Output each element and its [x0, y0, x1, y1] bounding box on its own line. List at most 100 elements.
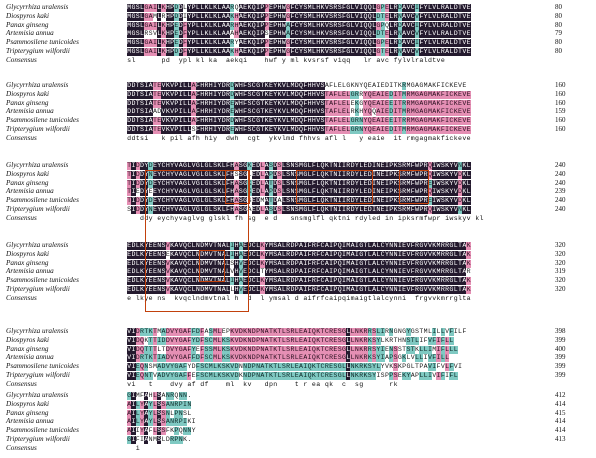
residue: F	[311, 188, 317, 197]
residue: M	[268, 277, 274, 286]
residue: L	[346, 108, 351, 117]
residue: E	[466, 117, 471, 126]
residue: A	[328, 117, 334, 126]
residue: P	[333, 259, 338, 268]
residue: L	[440, 354, 445, 363]
residue: K	[221, 354, 226, 363]
residue: H	[316, 21, 321, 30]
residue: L	[152, 418, 158, 427]
residue: N	[148, 206, 153, 214]
residue: Q	[363, 21, 368, 30]
residue: V	[234, 328, 239, 336]
residue: M	[212, 354, 218, 363]
residue: F	[195, 363, 201, 372]
residue: I	[371, 162, 377, 170]
residue: E	[466, 108, 471, 117]
residue: E	[174, 30, 179, 39]
residue: P	[251, 363, 256, 372]
residue: N	[195, 277, 201, 286]
residue: S	[238, 188, 244, 197]
residue: V	[169, 126, 175, 134]
residue: T	[212, 242, 218, 250]
species-name: Artemisia annua	[6, 267, 54, 276]
residue: Q	[182, 250, 188, 259]
residue: K	[148, 354, 153, 363]
residue: A	[127, 427, 132, 436]
residue: N	[350, 372, 355, 380]
residue: M	[346, 268, 351, 277]
residue: K	[264, 90, 269, 99]
residue: L	[260, 179, 265, 188]
residue: M	[204, 242, 209, 250]
residue: A	[462, 259, 467, 268]
residue: F	[440, 117, 445, 126]
residue: L	[187, 197, 192, 206]
residue: I	[384, 179, 390, 188]
residue: V	[208, 286, 213, 294]
residue: A	[238, 4, 244, 12]
residue: L	[389, 30, 394, 39]
residue: N	[217, 286, 222, 294]
residue: E	[333, 354, 338, 363]
residue: P	[380, 39, 385, 48]
residue: F	[307, 259, 312, 268]
residue: N	[376, 170, 381, 179]
residue: D	[350, 162, 355, 170]
residue: I	[255, 12, 261, 21]
residue: S	[161, 286, 166, 294]
residue: C	[251, 242, 256, 250]
residue: T	[397, 108, 402, 117]
residue: A	[371, 268, 377, 277]
residue: A	[144, 400, 149, 409]
residue: Y	[217, 99, 222, 108]
residue: D	[131, 268, 136, 277]
residue: D	[367, 206, 372, 214]
residue: L	[285, 117, 291, 126]
residue: K	[169, 268, 175, 277]
residue: L	[350, 21, 355, 30]
residue: V	[462, 4, 467, 12]
residue: K	[165, 99, 170, 108]
residue: S	[294, 170, 299, 179]
residue: Y	[157, 197, 162, 206]
residue: D	[294, 82, 299, 90]
residue: E	[363, 170, 368, 179]
residue: L	[187, 170, 192, 179]
residue: I	[157, 336, 162, 345]
residue: K	[354, 99, 360, 108]
residue: C	[380, 277, 385, 286]
residue: N	[402, 336, 407, 344]
residue: F	[307, 242, 312, 250]
residue: V	[174, 162, 179, 170]
residue: H	[277, 4, 282, 12]
residue: T	[277, 354, 282, 363]
residue: V	[165, 277, 170, 286]
residue: V	[191, 162, 196, 170]
residue: T	[264, 372, 269, 380]
residue: E	[380, 197, 385, 206]
residue: D	[131, 82, 136, 90]
residue: A	[462, 250, 467, 259]
residue: E	[298, 336, 304, 345]
residue: E	[268, 39, 274, 48]
residue: R	[414, 250, 420, 259]
residue: E	[380, 188, 385, 197]
residue: H	[165, 170, 170, 179]
residue: L	[389, 21, 394, 30]
residue: K	[212, 39, 218, 48]
residue: E	[380, 162, 385, 170]
residue: L	[225, 259, 231, 268]
residue: L	[225, 286, 231, 294]
residue: K	[139, 286, 145, 294]
residue: R	[363, 354, 368, 363]
residue: R	[225, 90, 231, 99]
residue: F	[333, 90, 338, 99]
residue: D	[453, 12, 458, 21]
residue: K	[277, 99, 282, 108]
residue: Q	[320, 179, 325, 188]
residue: N	[178, 409, 183, 418]
residue: D	[161, 372, 166, 380]
residue: L	[139, 4, 145, 12]
residue: V	[178, 259, 183, 268]
